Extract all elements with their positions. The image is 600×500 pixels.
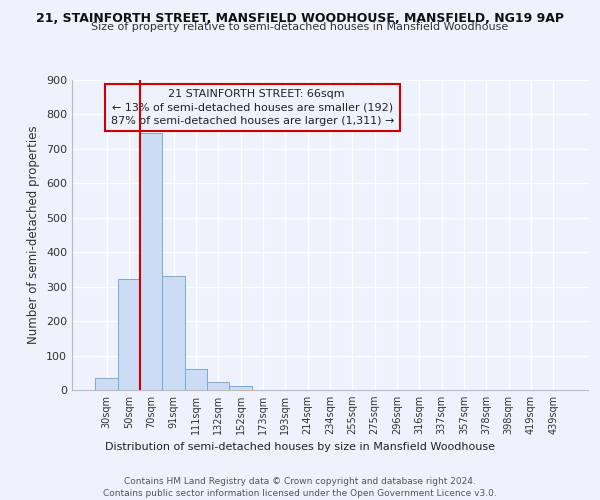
Text: 21 STAINFORTH STREET: 66sqm
← 13% of semi-detached houses are smaller (192)
87% : 21 STAINFORTH STREET: 66sqm ← 13% of sem… <box>111 90 394 126</box>
Bar <box>163 276 185 390</box>
Bar <box>140 133 163 390</box>
Bar <box>229 386 252 390</box>
Bar <box>185 370 207 390</box>
Text: Contains public sector information licensed under the Open Government Licence v3: Contains public sector information licen… <box>103 489 497 498</box>
Bar <box>207 382 229 390</box>
Text: Contains HM Land Registry data © Crown copyright and database right 2024.: Contains HM Land Registry data © Crown c… <box>124 478 476 486</box>
Text: Distribution of semi-detached houses by size in Mansfield Woodhouse: Distribution of semi-detached houses by … <box>105 442 495 452</box>
Text: Size of property relative to semi-detached houses in Mansfield Woodhouse: Size of property relative to semi-detach… <box>91 22 509 32</box>
Bar <box>118 279 140 390</box>
Bar <box>95 378 118 390</box>
Y-axis label: Number of semi-detached properties: Number of semi-detached properties <box>28 126 40 344</box>
Text: 21, STAINFORTH STREET, MANSFIELD WOODHOUSE, MANSFIELD, NG19 9AP: 21, STAINFORTH STREET, MANSFIELD WOODHOU… <box>36 12 564 26</box>
